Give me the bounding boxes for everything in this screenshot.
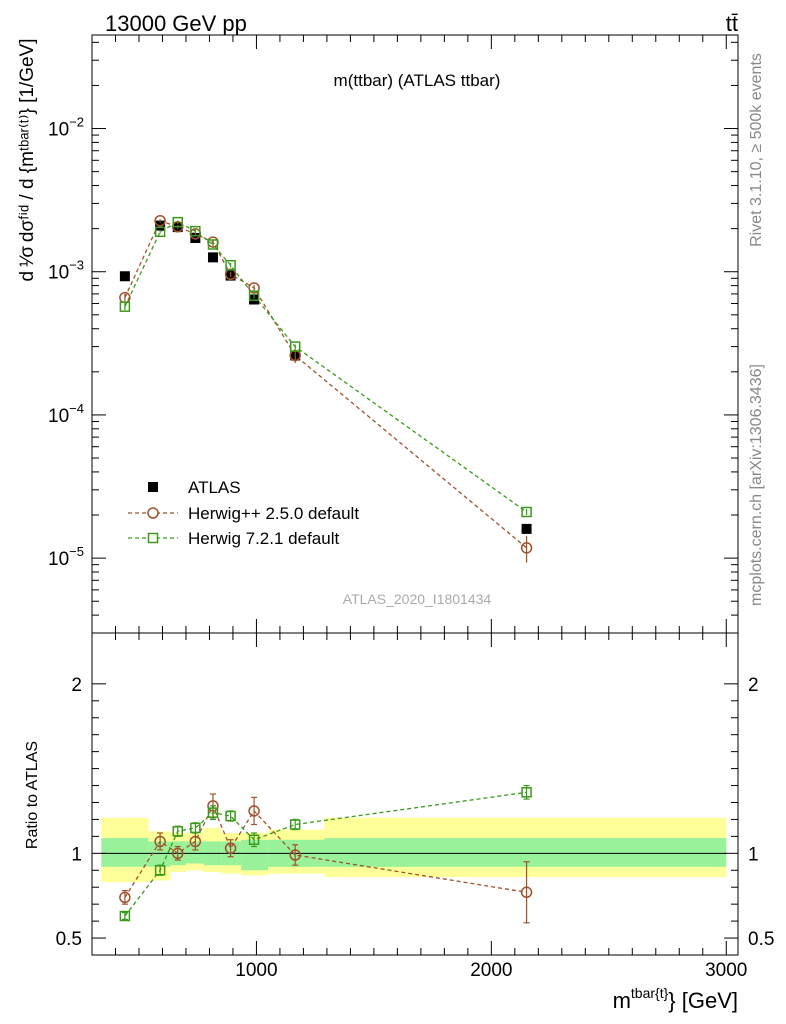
ratio-point-herwig7 bbox=[154, 865, 166, 876]
data-point-atlas bbox=[119, 271, 130, 282]
x-label-text: mtbar{t}} [GeV] bbox=[613, 985, 738, 1013]
ratio-point-herwigpp bbox=[224, 842, 237, 854]
ratio-point-herwigpp bbox=[189, 835, 202, 848]
ratio-y-axis-label: Ratio to ATLAS bbox=[24, 741, 41, 849]
data-point-herwig7 bbox=[225, 259, 236, 271]
data-point-herwig7 bbox=[190, 225, 201, 237]
ratio-point-herwigpp bbox=[154, 835, 166, 848]
ratio-panel: 0.5 0.5 1 1 2 2 1000 2000 3000 bbox=[56, 632, 774, 981]
legend-marker-herwigpp bbox=[147, 507, 159, 519]
uncertainty-band-inner bbox=[101, 838, 149, 867]
data-point-herwig7 bbox=[521, 506, 532, 518]
ratio-y-tick-label-left: 1 bbox=[71, 844, 82, 865]
ratio-y-tick-label-left: 2 bbox=[71, 675, 82, 696]
ratio-y-tick-label-right: 2 bbox=[748, 675, 759, 696]
ratio-point-herwigpp bbox=[520, 886, 533, 899]
ratio-point-herwig7 bbox=[207, 807, 219, 818]
x-axis-label: mtbar{t}} [GeV] bbox=[613, 985, 738, 1013]
ratio-point-herwig7 bbox=[225, 810, 236, 822]
header-left: 13000 GeV pp bbox=[105, 11, 247, 36]
ratio-point-herwigpp bbox=[248, 805, 260, 817]
data-point-herwig7 bbox=[172, 216, 183, 228]
header-right: tt̄ bbox=[726, 11, 738, 36]
data-point-herwig7 bbox=[154, 226, 166, 238]
mcplots-label: mcplots.cern.ch [arXiv:1306.3436] bbox=[748, 364, 765, 606]
x-tick-label: 2000 bbox=[470, 960, 512, 981]
main-y-axis-label: d ¹⁄σ dσᶠⁱᵈ / d {mᵗᵇᵃʳ⁽ᵗ⁾} [1/GeV] bbox=[17, 39, 38, 282]
y-tick-label: 10−4 bbox=[48, 401, 84, 427]
legend-label: Herwig++ 2.5.0 default bbox=[188, 504, 359, 523]
ratio-point-herwig7 bbox=[248, 834, 260, 846]
uncertainty-band-inner bbox=[185, 841, 204, 864]
x-tick-label: 3000 bbox=[705, 960, 747, 981]
ratio-y-tick-label-right: 1 bbox=[748, 844, 759, 865]
legend-marker-atlas bbox=[148, 482, 158, 492]
main-panel: 10−510−410−310−2 m(ttbar) (ATLAS ttbar) … bbox=[48, 34, 739, 634]
analysis-watermark: ATLAS_2020_I1801434 bbox=[343, 591, 492, 607]
legend-label: ATLAS bbox=[188, 478, 241, 497]
ratio-y-tick-label-right: 0.5 bbox=[748, 929, 774, 950]
ratio-point-herwig7 bbox=[521, 787, 532, 798]
legend-marker-herwig7 bbox=[147, 532, 159, 544]
ratio-point-herwigpp bbox=[119, 891, 131, 904]
ratio-point-herwig7 bbox=[119, 910, 131, 922]
data-point-atlas bbox=[207, 252, 218, 263]
data-point-atlas bbox=[521, 523, 532, 534]
uncertainty-band-inner bbox=[324, 838, 727, 867]
data-point-herwigpp bbox=[520, 542, 533, 554]
data-point-herwig7 bbox=[207, 239, 219, 250]
data-point-atlas bbox=[190, 233, 201, 244]
data-point-herwig7 bbox=[119, 301, 131, 312]
data-point-herwigpp bbox=[248, 282, 260, 294]
series-line-1 bbox=[124, 219, 527, 549]
data-point-herwigpp bbox=[154, 215, 166, 227]
ratio-point-herwigpp bbox=[289, 849, 301, 861]
data-point-herwig7 bbox=[248, 290, 260, 301]
ratio-frame bbox=[91, 632, 739, 956]
ratio-point-herwigpp bbox=[171, 847, 184, 860]
ratio-point-herwig7 bbox=[190, 822, 201, 834]
ratio-point-herwig7 bbox=[172, 826, 183, 837]
rivet-label: Rivet 3.1.10, ≥ 500k events bbox=[748, 53, 765, 247]
ratio-y-tick-label-left: 0.5 bbox=[56, 929, 82, 950]
y-tick-label: 10−5 bbox=[48, 544, 84, 570]
legend-label: Herwig 7.2.1 default bbox=[188, 529, 339, 548]
y-tick-label: 10−3 bbox=[48, 258, 84, 284]
legend: ATLAS Herwig++ 2.5.0 default Herwig 7.2.1 … bbox=[128, 478, 359, 548]
x-tick-label: 1000 bbox=[235, 960, 277, 981]
uncertainty-band-inner bbox=[148, 841, 171, 867]
data-point-herwig7 bbox=[289, 341, 301, 352]
plot-title: m(ttbar) (ATLAS ttbar) bbox=[334, 71, 501, 90]
y-label-text: d ¹⁄σ dσᶠⁱᵈ / d {mᵗᵇᵃʳ⁽ᵗ⁾} [1/GeV] bbox=[17, 39, 38, 282]
series-line-2 bbox=[124, 221, 527, 513]
y-tick-label: 10−2 bbox=[48, 115, 84, 141]
ratio-point-herwig7 bbox=[289, 819, 301, 830]
